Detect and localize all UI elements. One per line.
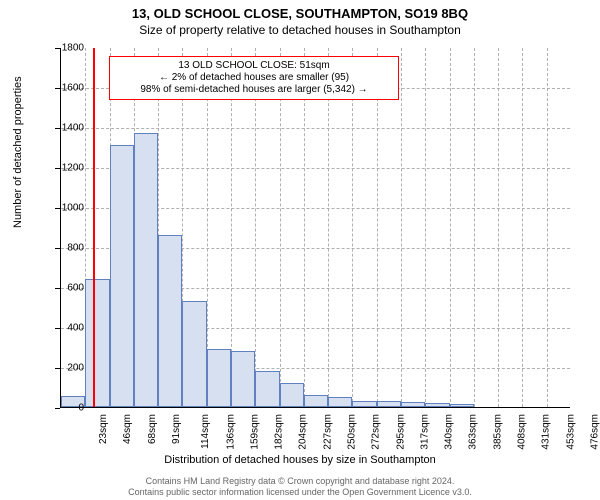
- y-tick: 400: [44, 323, 84, 334]
- y-tick: 200: [44, 363, 84, 374]
- grid-line-v: [547, 48, 548, 407]
- y-tick-mark: [55, 328, 60, 329]
- grid-line-v: [377, 48, 378, 407]
- annotation-box: 13 OLD SCHOOL CLOSE: 51sqm← 2% of detach…: [109, 56, 399, 100]
- x-tick: 250sqm: [347, 414, 358, 450]
- histogram-bar: [231, 351, 255, 407]
- histogram-bar: [352, 401, 376, 407]
- histogram-bar: [450, 404, 474, 407]
- grid-line-v: [255, 48, 256, 407]
- annotation-line: 98% of semi-detached houses are larger (…: [116, 84, 392, 96]
- footer-line-1: Contains HM Land Registry data © Crown c…: [0, 476, 600, 487]
- footer-attribution: Contains HM Land Registry data © Crown c…: [0, 476, 600, 498]
- y-tick-mark: [55, 128, 60, 129]
- y-tick-mark: [55, 248, 60, 249]
- y-tick-mark: [55, 368, 60, 369]
- histogram-bar: [85, 279, 109, 407]
- histogram-bar: [328, 397, 352, 407]
- histogram-bar: [110, 145, 134, 407]
- x-tick: 295sqm: [395, 414, 406, 450]
- y-tick: 1600: [44, 83, 84, 94]
- grid-line-v: [328, 48, 329, 407]
- annotation-line: 13 OLD SCHOOL CLOSE: 51sqm: [116, 60, 392, 72]
- x-tick: 23sqm: [98, 414, 109, 444]
- x-tick: 385sqm: [492, 414, 503, 450]
- chart-subtitle: Size of property relative to detached ho…: [0, 21, 600, 37]
- y-tick-mark: [55, 288, 60, 289]
- x-tick: 272sqm: [371, 414, 382, 450]
- grid-line-v: [522, 48, 523, 407]
- grid-line-v: [425, 48, 426, 407]
- grid-line-v: [401, 48, 402, 407]
- y-tick: 600: [44, 283, 84, 294]
- grid-line-v: [450, 48, 451, 407]
- x-tick: 317sqm: [419, 414, 430, 450]
- x-tick: 182sqm: [274, 414, 285, 450]
- x-tick: 453sqm: [565, 414, 576, 450]
- grid-line-v: [498, 48, 499, 407]
- footer-line-2: Contains public sector information licen…: [0, 487, 600, 498]
- grid-line-v: [474, 48, 475, 407]
- x-tick: 340sqm: [444, 414, 455, 450]
- x-tick: 431sqm: [541, 414, 552, 450]
- grid-line-h: [61, 128, 570, 129]
- grid-line-v: [280, 48, 281, 407]
- x-tick: 227sqm: [322, 414, 333, 450]
- y-tick: 1000: [44, 203, 84, 214]
- histogram-bar: [401, 402, 425, 407]
- y-axis-label: Number of detached properties: [12, 76, 24, 228]
- x-tick: 68sqm: [147, 414, 158, 444]
- y-tick-mark: [55, 408, 60, 409]
- histogram-bar: [207, 349, 231, 407]
- grid-line-v: [352, 48, 353, 407]
- y-tick-mark: [55, 48, 60, 49]
- x-tick: 136sqm: [225, 414, 236, 450]
- y-tick-mark: [55, 168, 60, 169]
- histogram-bar: [134, 133, 158, 407]
- reference-line: [93, 48, 95, 407]
- histogram-bar: [255, 371, 279, 407]
- y-tick: 1200: [44, 163, 84, 174]
- histogram-bar: [158, 235, 182, 407]
- chart-container: 13, OLD SCHOOL CLOSE, SOUTHAMPTON, SO19 …: [0, 0, 600, 500]
- histogram-bar: [377, 401, 401, 407]
- y-tick: 1400: [44, 123, 84, 134]
- histogram-bar: [280, 383, 304, 407]
- chart-area: 13 OLD SCHOOL CLOSE: 51sqm← 2% of detach…: [60, 48, 570, 408]
- y-tick-mark: [55, 208, 60, 209]
- y-tick: 0: [44, 403, 84, 414]
- y-tick-mark: [55, 88, 60, 89]
- x-tick: 476sqm: [589, 414, 600, 450]
- y-tick: 1800: [44, 43, 84, 54]
- x-axis-label: Distribution of detached houses by size …: [0, 454, 600, 466]
- x-tick: 159sqm: [249, 414, 260, 450]
- histogram-bar: [304, 395, 328, 407]
- y-tick: 800: [44, 243, 84, 254]
- x-tick: 408sqm: [517, 414, 528, 450]
- x-tick: 114sqm: [200, 414, 211, 449]
- x-tick: 204sqm: [298, 414, 309, 450]
- histogram-bar: [425, 403, 449, 407]
- plot-area: 13 OLD SCHOOL CLOSE: 51sqm← 2% of detach…: [60, 48, 570, 408]
- x-tick: 363sqm: [468, 414, 479, 450]
- page-title: 13, OLD SCHOOL CLOSE, SOUTHAMPTON, SO19 …: [0, 0, 600, 21]
- x-tick: 46sqm: [122, 414, 133, 444]
- grid-line-v: [304, 48, 305, 407]
- x-tick: 91sqm: [171, 414, 182, 444]
- annotation-line: ← 2% of detached houses are smaller (95): [116, 72, 392, 84]
- histogram-bar: [182, 301, 206, 407]
